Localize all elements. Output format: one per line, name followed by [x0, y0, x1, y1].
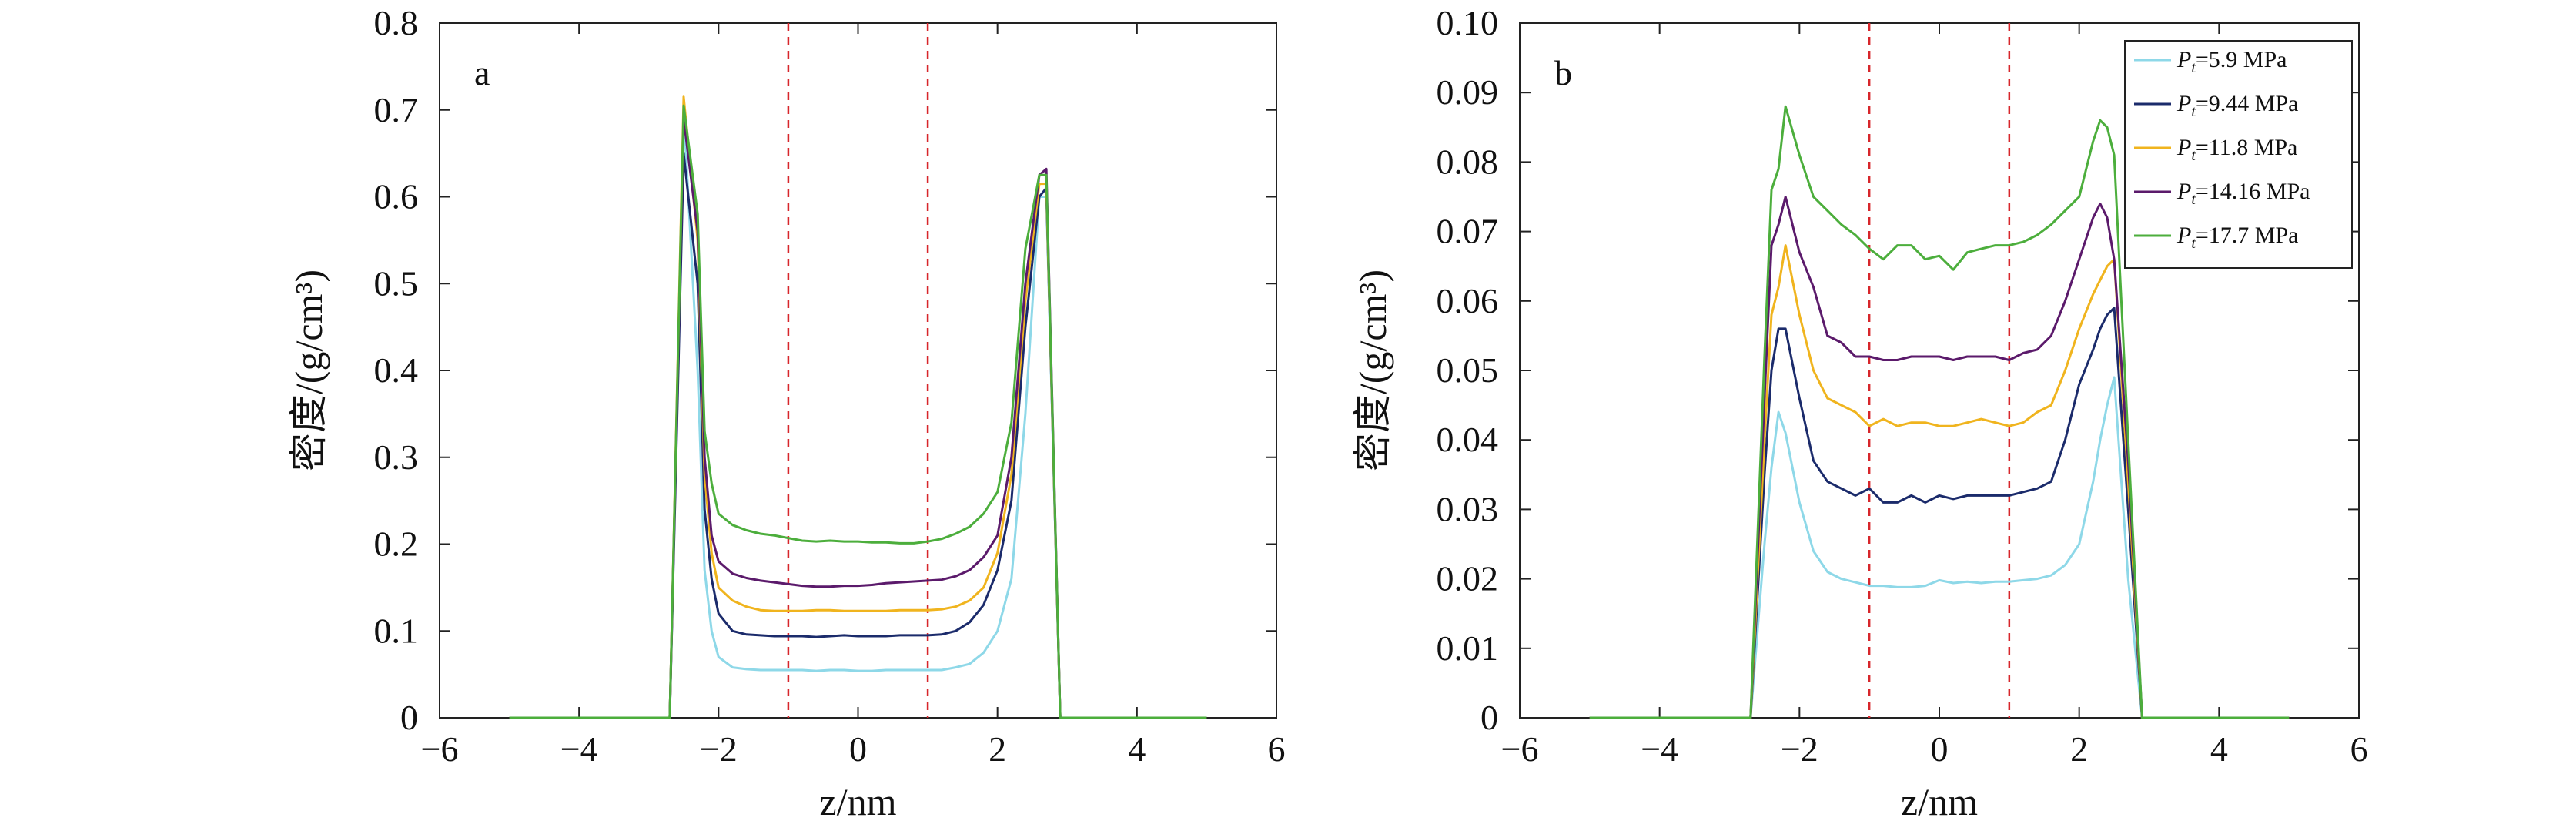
panel-label: b	[1554, 53, 1572, 92]
legend-entry: Pt=14.16 MPa	[2176, 179, 2310, 208]
series-line	[1589, 376, 2290, 719]
legend-value: =9.44 MPa	[2196, 91, 2299, 116]
y-tick-label: 0.10	[1437, 3, 1499, 42]
y-tick-label: 0	[1480, 698, 1498, 737]
x-tick-label: 6	[1268, 729, 1286, 769]
y-axis-label: 密度/(g/cm³)	[287, 270, 330, 471]
legend-box	[2124, 40, 2353, 269]
y-tick-label: 0.6	[374, 177, 419, 216]
y-tick-label: 0.2	[374, 524, 419, 564]
x-tick-label: 6	[2350, 729, 2368, 769]
legend-subscript: t	[2191, 103, 2196, 120]
chart-panel-b: −6 −4 −2 0 2 4 6 0 0.01 0.02 0.03 0.04 0.05 0.06 0.07 0…	[1351, 3, 2368, 823]
y-tick-label: 0.1	[374, 611, 419, 650]
y-tick-label: 0.08	[1437, 142, 1499, 181]
series-line	[509, 117, 1207, 719]
y-tick-label: 0.09	[1437, 72, 1499, 112]
y-tick-label: 0.8	[374, 3, 419, 42]
series-line	[509, 95, 1207, 719]
series-line	[509, 104, 1207, 719]
y-tick-label: 0.3	[374, 437, 419, 477]
x-tick-label: −2	[1781, 729, 1818, 769]
y-tick-label: 0.05	[1437, 350, 1499, 390]
legend-subscript: t	[2191, 235, 2196, 252]
y-tick-label: 0.06	[1437, 281, 1499, 320]
x-tick-label: 4	[2210, 729, 2228, 769]
legend-symbol: P	[2176, 135, 2191, 160]
y-tick-label: 0	[400, 698, 418, 737]
y-tick-label: 0.7	[374, 90, 419, 129]
legend-value: =5.9 MPa	[2196, 47, 2287, 72]
y-tick-label: 0.01	[1437, 628, 1499, 668]
legend-value: =11.8 MPa	[2196, 135, 2297, 160]
legend-entry: Pt=5.9 MPa	[2176, 47, 2287, 76]
series-line	[1589, 244, 2290, 719]
x-tick-label: −6	[421, 729, 459, 769]
y-tick-label: 0.4	[374, 350, 419, 390]
series-line	[509, 152, 1207, 719]
legend-subscript: t	[2191, 59, 2196, 76]
y-tick-label: 0.02	[1437, 559, 1499, 598]
x-tick-label: 2	[989, 729, 1006, 769]
series-line	[1589, 196, 2290, 719]
x-tick-label: 0	[1931, 729, 1949, 769]
x-axis-label: z/nm	[820, 780, 897, 823]
x-tick-label: −4	[1641, 729, 1678, 769]
series-line	[1589, 105, 2290, 719]
plot-area-frame	[439, 22, 1277, 719]
legend-symbol: P	[2176, 47, 2191, 72]
series-line	[1589, 307, 2290, 719]
x-tick-label: −4	[560, 729, 598, 769]
y-tick-label: 0.5	[374, 263, 419, 303]
legend-symbol: P	[2176, 179, 2191, 204]
chart-panel-a: −6 −4 −2 0 2 4 6 0 0.1 0.2 0.3 0.4 0.5 0.6 0.7 0.8 z/nm 密…	[287, 3, 1286, 823]
y-tick-label: 0.03	[1437, 489, 1499, 528]
legend-symbol: P	[2176, 223, 2191, 248]
y-tick-label: 0.07	[1437, 212, 1499, 251]
x-tick-label: 2	[2070, 729, 2088, 769]
x-tick-label: −6	[1501, 729, 1539, 769]
legend-entry: Pt=17.7 MPa	[2176, 223, 2298, 252]
x-tick-label: 0	[849, 729, 867, 769]
x-tick-label: −2	[700, 729, 738, 769]
legend-value: =17.7 MPa	[2196, 223, 2299, 248]
legend-entry: Pt=11.8 MPa	[2176, 135, 2297, 164]
x-axis-label: z/nm	[1901, 780, 1978, 823]
panel-label: a	[474, 53, 490, 92]
y-tick-label: 0.04	[1437, 420, 1499, 459]
x-tick-label: 4	[1128, 729, 1146, 769]
legend-entry: Pt=9.44 MPa	[2176, 91, 2298, 120]
legend-subscript: t	[2191, 147, 2196, 164]
legend-symbol: P	[2176, 91, 2191, 116]
legend-subscript: t	[2191, 191, 2196, 208]
series-line	[509, 109, 1207, 719]
y-axis-label: 密度/(g/cm³)	[1351, 270, 1394, 471]
legend-value: =14.16 MPa	[2196, 179, 2310, 204]
